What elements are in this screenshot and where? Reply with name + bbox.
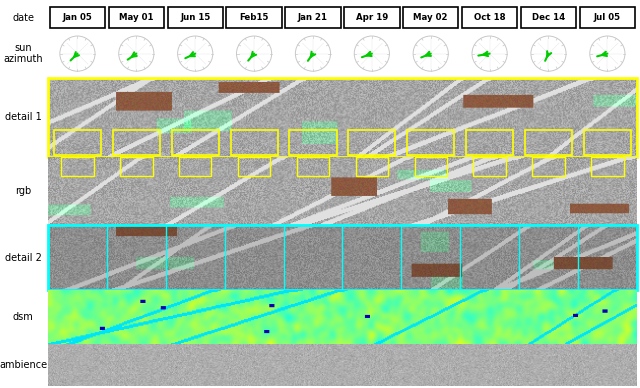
Text: Jun 15: Jun 15: [180, 12, 211, 22]
Text: Dec 14: Dec 14: [532, 12, 565, 22]
Bar: [584, 130, 631, 155]
Bar: [172, 130, 219, 155]
Bar: [120, 157, 152, 176]
Bar: [403, 7, 458, 28]
Bar: [289, 130, 337, 155]
Bar: [297, 157, 329, 176]
Text: May 02: May 02: [413, 12, 448, 22]
Bar: [227, 7, 282, 28]
Bar: [356, 157, 388, 176]
Bar: [113, 130, 160, 155]
Bar: [462, 7, 517, 28]
Bar: [591, 157, 623, 176]
Bar: [54, 130, 101, 155]
Text: rgb: rgb: [15, 185, 31, 196]
Bar: [179, 157, 211, 176]
Text: Oct 18: Oct 18: [474, 12, 506, 22]
Text: detail 1: detail 1: [4, 113, 42, 122]
Text: Apr 19: Apr 19: [356, 12, 388, 22]
Text: Jul 05: Jul 05: [594, 12, 621, 22]
Bar: [238, 157, 270, 176]
Bar: [168, 7, 223, 28]
Bar: [474, 157, 506, 176]
Bar: [525, 130, 572, 155]
Text: Feb15: Feb15: [239, 12, 269, 22]
Bar: [50, 7, 105, 28]
Bar: [466, 130, 513, 155]
Bar: [348, 130, 396, 155]
Text: date: date: [12, 12, 34, 23]
Bar: [415, 157, 447, 176]
Bar: [532, 157, 564, 176]
Text: Jan 05: Jan 05: [63, 12, 92, 22]
Text: sun
azimuth: sun azimuth: [3, 43, 43, 64]
Bar: [230, 130, 278, 155]
Bar: [61, 157, 93, 176]
Text: detail 2: detail 2: [4, 253, 42, 263]
Bar: [109, 7, 164, 28]
Bar: [285, 7, 340, 28]
Text: ambience: ambience: [0, 360, 47, 370]
Text: dsm: dsm: [13, 312, 33, 322]
Bar: [344, 7, 399, 28]
Bar: [521, 7, 576, 28]
Text: May 01: May 01: [119, 12, 154, 22]
Bar: [580, 7, 635, 28]
Bar: [407, 130, 454, 155]
Text: Jan 21: Jan 21: [298, 12, 328, 22]
